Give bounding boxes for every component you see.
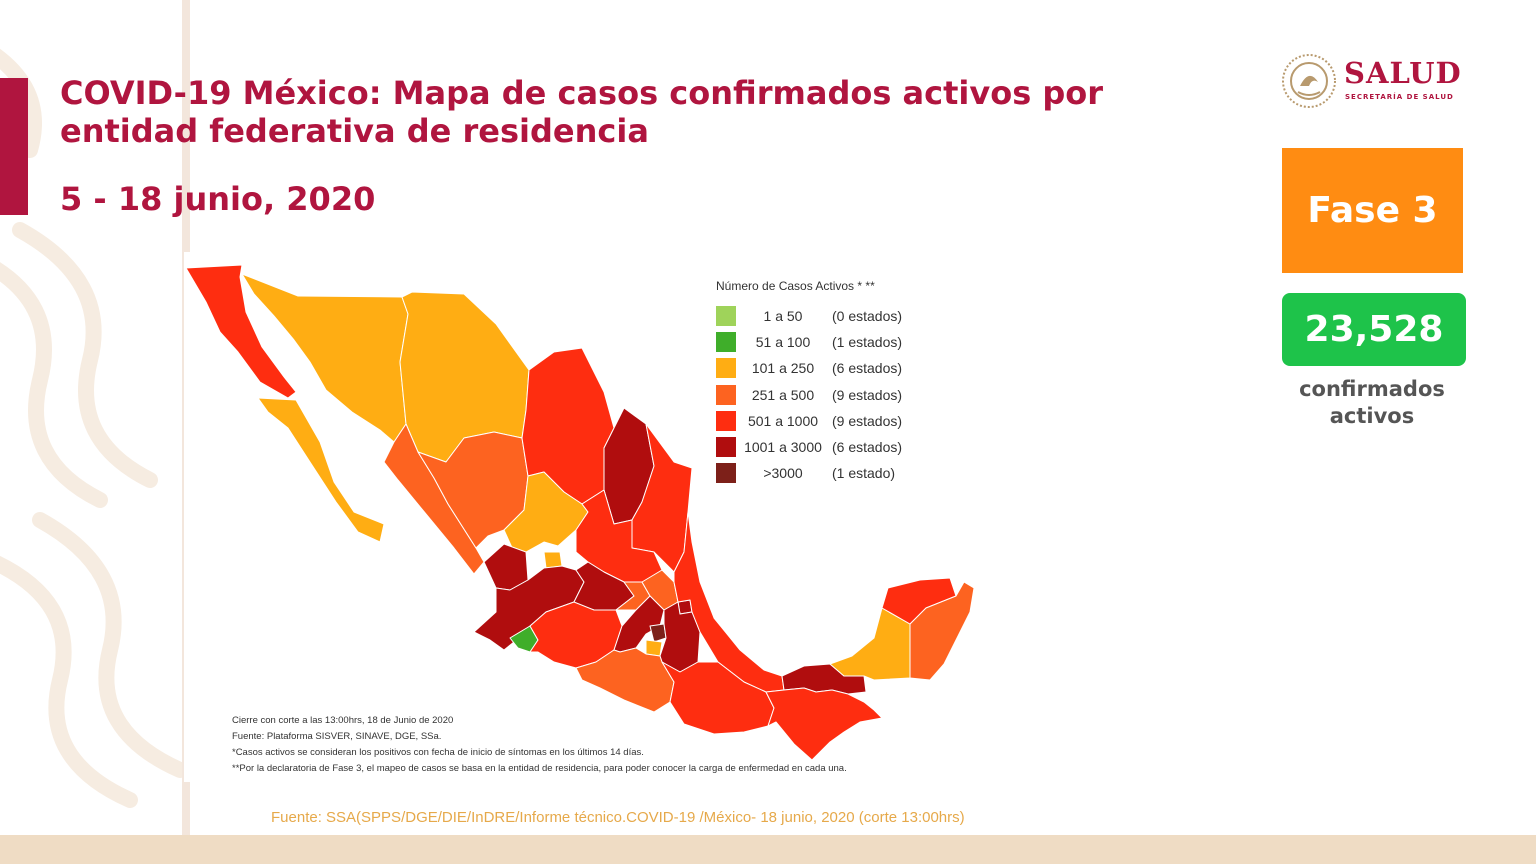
- legend-swatch: [716, 358, 736, 379]
- legend-row: >3000 (1 estado): [716, 460, 902, 486]
- legend-range: 51 a 100: [755, 334, 811, 351]
- mexico-map: [185, 264, 975, 761]
- note-line: **Por la declaratoria de Fase 3, el mape…: [232, 763, 847, 774]
- state-morelos: [645, 639, 663, 657]
- legend-swatch: [716, 463, 736, 484]
- legend-swatch: [716, 410, 736, 431]
- map-panel: [184, 252, 984, 782]
- legend-state-count: (1 estados): [832, 334, 903, 351]
- source-citation: Fuente: SSA(SPPS/DGE/DIE/InDRE/Informe t…: [271, 809, 965, 826]
- legend-row: 1001 a 3000 (6 estados): [716, 434, 902, 460]
- state-baja-california: [185, 264, 297, 399]
- legend-row: 51 a 100 (1 estados): [716, 329, 902, 355]
- state-tamaulipas: [631, 423, 693, 573]
- logo-subtitle: SECRETARÍA DE SALUD: [1345, 93, 1454, 101]
- state-campeche: [829, 607, 911, 681]
- legend-range: >3000: [763, 465, 803, 482]
- legend-row: 251 a 500 (9 estados): [716, 382, 902, 408]
- legend-state-count: (1 estado): [832, 465, 896, 482]
- accent-bar: [0, 78, 28, 215]
- state-cdmx: [649, 623, 667, 643]
- legend-range: 1 a 50: [763, 308, 803, 325]
- note-line: Cierre con corte a las 13:00hrs, 18 de J…: [232, 715, 454, 726]
- state-quintana-roo: [909, 581, 975, 681]
- legend-title: Número de Casos Activos * **: [716, 279, 875, 293]
- active-count-box: 23,528: [1282, 293, 1466, 366]
- legend-range: 101 a 250: [751, 360, 815, 377]
- note-line: Fuente: Plataforma SISVER, SINAVE, DGE, …: [232, 731, 442, 742]
- state-zacatecas: [503, 471, 589, 553]
- state-baja-california-sur: [257, 397, 385, 543]
- logo-name: SALUD: [1344, 56, 1462, 90]
- legend-range: 251 a 500: [751, 386, 815, 403]
- active-count-label: confirmados activos: [1299, 377, 1445, 428]
- legend-state-count: (9 estados): [832, 386, 903, 403]
- legend-state-count: (0 estados): [832, 308, 903, 325]
- legend-swatch: [716, 332, 736, 353]
- phase-box: Fase 3: [1282, 148, 1463, 273]
- legend-swatch: [716, 437, 736, 458]
- bottom-band: [0, 835, 1536, 864]
- date-range: 5 - 18 junio, 2020: [60, 180, 376, 218]
- state-chiapas: [765, 687, 883, 761]
- legend-state-count: (9 estados): [832, 412, 903, 429]
- legend-state-count: (6 estados): [832, 360, 903, 377]
- salud-logo: SALUD SECRETARÍA DE SALUD: [1280, 52, 1480, 112]
- map-legend: Número de Casos Activos * ** 1 a 50 (0 es…: [716, 279, 902, 486]
- legend-swatch: [716, 384, 736, 405]
- note-line: *Casos activos se consideran los positiv…: [232, 747, 644, 758]
- legend-row: 501 a 1000 (9 estados): [716, 408, 902, 434]
- state-aguascalientes: [543, 551, 563, 569]
- legend-row: 1 a 50 (0 estados): [716, 303, 902, 329]
- legend-swatch: [716, 306, 736, 327]
- map-notes: Cierre con corte a las 13:00hrs, 18 de J…: [232, 713, 847, 777]
- page-title: COVID-19 México: Mapa de casos confirmad…: [60, 74, 1104, 150]
- legend-state-count: (6 estados): [832, 439, 903, 456]
- legend-row: 101 a 250 (6 estados): [716, 355, 902, 381]
- legend-range: 501 a 1000: [747, 412, 819, 429]
- coat-of-arms-icon: [1282, 54, 1336, 108]
- legend-range: 1001 a 3000: [744, 439, 822, 456]
